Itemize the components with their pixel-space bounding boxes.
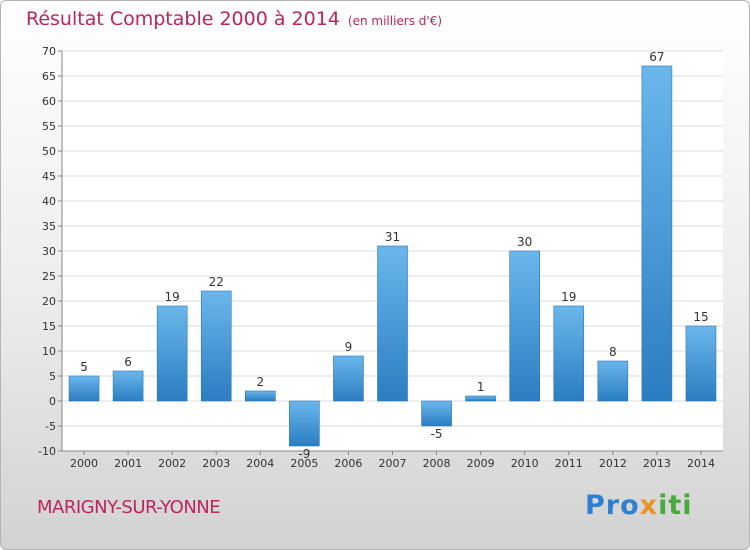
- x-tick-label: 2004: [246, 457, 274, 470]
- y-tick-label: 50: [42, 145, 56, 158]
- bar: [685, 325, 717, 402]
- chart-title: Résultat Comptable 2000 à 2014 (en millie…: [26, 8, 442, 30]
- x-tick-label: 2008: [423, 457, 451, 470]
- bar: [465, 395, 496, 402]
- chart-subtitle: (en milliers d'€): [347, 14, 443, 28]
- y-tick-label: 20: [42, 295, 56, 308]
- y-tick-label: 45: [42, 170, 56, 183]
- y-tick-label: 70: [42, 45, 56, 58]
- x-tick-label: 2014: [687, 457, 715, 470]
- data-label: 19: [165, 290, 180, 304]
- x-tick-label: 2013: [643, 457, 671, 470]
- y-tick-label: 60: [42, 95, 56, 108]
- x-tick-label: 2000: [70, 457, 98, 470]
- data-label: 31: [385, 230, 400, 244]
- bar: [641, 65, 673, 402]
- x-tick-label: 2011: [555, 457, 583, 470]
- x-tick-label: 2005: [290, 457, 318, 470]
- data-label: 15: [693, 310, 708, 324]
- y-tick-label: 5: [49, 370, 56, 383]
- data-label: 67: [649, 50, 664, 64]
- y-tick-label: 55: [42, 120, 56, 133]
- data-label: 9: [345, 340, 353, 354]
- logo-part-3: iti: [658, 490, 693, 521]
- y-tick-label: 15: [42, 320, 56, 333]
- bar: [553, 305, 585, 402]
- y-tick-label: 65: [42, 70, 56, 83]
- data-label: 30: [517, 235, 532, 249]
- y-tick-label: 10: [42, 345, 56, 358]
- y-tick-label: 25: [42, 270, 56, 283]
- data-label: 22: [209, 275, 224, 289]
- y-tick-label: 35: [42, 220, 56, 233]
- bar: [245, 390, 276, 402]
- bar: [509, 250, 541, 402]
- y-tick-label: -5: [45, 420, 56, 433]
- x-tick-label: 2009: [467, 457, 495, 470]
- x-tick-label: 2012: [599, 457, 627, 470]
- x-tick-label: 2006: [334, 457, 362, 470]
- data-label: 8: [609, 345, 617, 359]
- data-label: 1: [477, 380, 485, 394]
- bar: [289, 400, 320, 447]
- commune-name: MARIGNY-SUR-YONNE: [37, 497, 221, 518]
- logo-part-1: Pro: [585, 490, 640, 521]
- y-tick-label: 40: [42, 195, 56, 208]
- x-tick-label: 2010: [511, 457, 539, 470]
- title-text: Résultat Comptable 2000 à 2014: [26, 8, 340, 30]
- bar: [68, 375, 100, 402]
- y-tick-label: 0: [49, 395, 56, 408]
- bar: [112, 370, 144, 402]
- bar: [421, 400, 452, 427]
- logo-part-2: x: [639, 490, 659, 521]
- proxiti-logo[interactable]: Proxiti: [585, 490, 693, 521]
- y-tick-label: -10: [38, 445, 56, 458]
- data-label: 5: [80, 360, 88, 374]
- data-label: 6: [124, 355, 132, 369]
- bar: [156, 305, 188, 402]
- bar: [200, 290, 232, 402]
- data-label: 2: [256, 375, 264, 389]
- data-label: -5: [431, 427, 443, 441]
- x-tick-label: 2002: [158, 457, 186, 470]
- x-tick-label: 2001: [114, 457, 142, 470]
- x-tick-label: 2003: [202, 457, 230, 470]
- bar: [377, 245, 408, 402]
- bar: [597, 360, 629, 402]
- x-tick-label: 2007: [379, 457, 407, 470]
- y-tick-label: 30: [42, 245, 56, 258]
- data-label: 19: [561, 290, 576, 304]
- bar: [333, 355, 364, 402]
